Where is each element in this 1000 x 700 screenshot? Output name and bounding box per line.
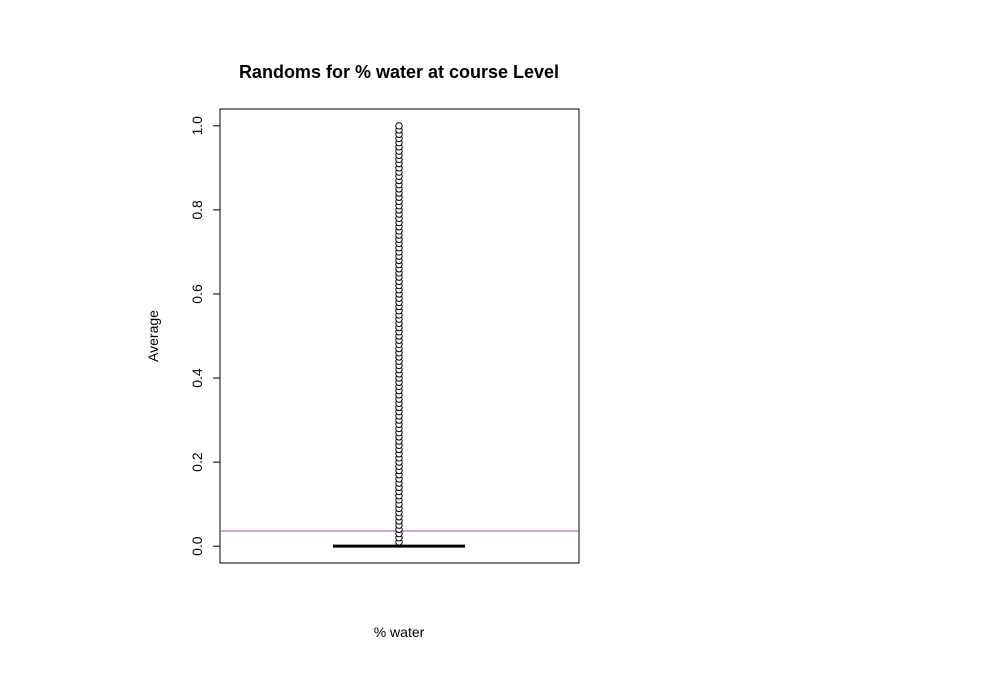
y-tick-label: 0.4 — [189, 368, 205, 388]
x-axis-label: % water — [374, 624, 425, 640]
y-axis: 0.0 0.2 0.4 0.6 0.8 1.0 — [189, 116, 221, 556]
y-tick-label: 0.8 — [189, 200, 205, 220]
y-tick-label: 1.0 — [189, 116, 205, 136]
y-axis-label: Average — [145, 310, 161, 362]
y-tick-label: 0.6 — [189, 284, 205, 304]
y-tick-label: 0.0 — [189, 536, 205, 556]
chart-title: Randoms for % water at course Level — [239, 62, 559, 82]
outlier-points — [395, 122, 403, 546]
y-tick-label: 0.2 — [189, 452, 205, 472]
outlier-point — [395, 122, 403, 130]
